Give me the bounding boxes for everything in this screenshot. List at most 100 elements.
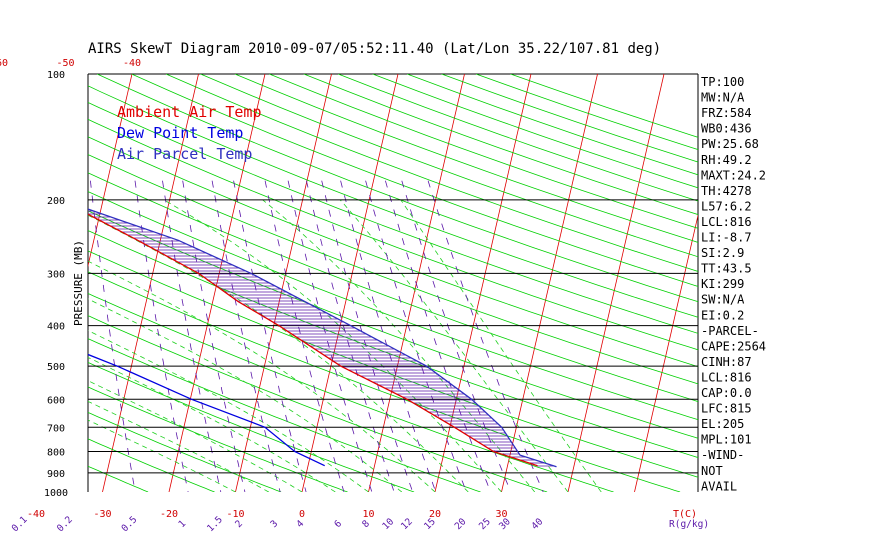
mixing-ratio-ticks: 0.1 0.2 0.5 1 1.5 2 3 4 6 8 10 12 15 20 25 30 40 (10, 514, 546, 534)
mixing-ratio-line (162, 180, 222, 492)
mixing-ratio-tick-label: 12 (399, 516, 415, 532)
mixing-ratio-lines (0, 180, 544, 492)
mixing-ratio-line (287, 180, 373, 492)
moist-adiabat-line (88, 400, 269, 492)
bottom-temp-tick-label: 0 (299, 509, 305, 520)
y-axis-label: PRESSURE (MB) (72, 240, 85, 326)
mixing-ratio-tick-label: 40 (529, 516, 545, 532)
bottom-temp-tick-label: -30 (93, 509, 111, 520)
stat-entry: EI:0.2 (701, 308, 744, 322)
dry-adiabat-line (96, 74, 698, 303)
legend-entry: Dew Point Temp (117, 124, 243, 142)
stat-entry: KI:299 (701, 277, 744, 291)
cape-shading (88, 210, 555, 467)
stat-entry: CAP:0.0 (701, 386, 752, 400)
mixing-ratio-line (264, 180, 345, 492)
bottom-temp-tick-label: 10 (362, 509, 374, 520)
stat-entry: LCL:816 (701, 215, 752, 229)
sounding-series (88, 208, 557, 468)
stat-entry: AVAIL (701, 479, 737, 493)
top-temp-tick-label: -50 (56, 58, 74, 69)
stat-entry: SI:2.9 (701, 246, 744, 260)
mixing-ratio-line (134, 180, 189, 492)
dry-adiabat-line (88, 118, 698, 351)
bottom-temp-tick-label: 20 (429, 509, 441, 520)
mixing-ratio-tick-label: 0.2 (55, 514, 75, 534)
dry-adiabat-lines (0, 74, 698, 492)
moist-adiabat-line (88, 419, 236, 492)
mixing-ratio-line (321, 180, 414, 492)
series-ambient-air-temp (88, 213, 538, 467)
mixing-ratio-line (365, 180, 467, 492)
dry-adiabat-line (88, 136, 698, 368)
mixing-ratio-tick-label: 2 (233, 518, 245, 530)
dry-adiabat-line (88, 85, 698, 318)
pressure-tick-label: 100 (47, 70, 65, 81)
stat-entry: LFC:815 (701, 402, 752, 416)
mixing-ratio-tick-label: 25 (477, 516, 493, 532)
pressure-ticks: 100 200 300 400 500 600 700 800 900 1000 (44, 70, 68, 499)
legend: Ambient Air Temp Dew Point Temp Air Parcel… (117, 103, 262, 163)
x-axis-label: T(C) (673, 509, 697, 520)
chart-title: AIRS SkewT Diagram 2010-09-07/05:52:11.4… (88, 41, 661, 57)
stat-entry: SW:N/A (701, 293, 745, 307)
dry-adiabat-line (88, 101, 698, 334)
dry-adiabat-line (131, 74, 698, 287)
dry-adiabat-line (0, 74, 15, 492)
dry-adiabat-line (88, 191, 698, 421)
stat-entry: RH:49.2 (701, 153, 752, 167)
moist-adiabat-line (88, 214, 469, 492)
pressure-tick-label: 200 (47, 196, 65, 207)
dry-adiabat-line (510, 74, 698, 138)
pressure-tick-label: 400 (47, 322, 65, 333)
top-temp-tick-label: -40 (123, 58, 141, 69)
dry-adiabat-line (88, 172, 698, 403)
moist-adiabat-line (400, 199, 602, 492)
isotherm-line (102, 74, 199, 492)
isotherm-line (501, 74, 598, 492)
isotherm-line (434, 74, 532, 492)
isotherm-line (634, 213, 698, 492)
stat-entry: NOT (701, 464, 723, 478)
dry-adiabat-line (165, 74, 698, 272)
dry-adiabat-line (234, 74, 698, 243)
isotherm-line (88, 74, 133, 268)
stat-entry: CAPE:2564 (701, 339, 766, 353)
stat-entry: -PARCEL- (701, 324, 759, 338)
stat-entry: MW:N/A (701, 91, 745, 105)
dry-adiabat-line (0, 74, 82, 492)
dry-adiabat-line (88, 438, 215, 492)
top-temperature-ticks: -120-110-100-90-80-70-60-50-40 (0, 58, 141, 69)
dry-adiabat-line (200, 74, 698, 258)
bottom-temp-tick-label: -40 (27, 509, 45, 520)
stat-entry: FRZ:584 (701, 106, 752, 120)
stat-entry: MAXT:24.2 (701, 168, 766, 182)
mixing-ratio-line (0, 181, 26, 492)
mixing-ratio-line (182, 180, 246, 492)
series-air-parcel-temp (88, 208, 557, 468)
legend-entry: Air Parcel Temp (117, 145, 252, 163)
mixing-ratio-line (211, 180, 281, 492)
bottom-temp-tick-label: -10 (226, 509, 244, 520)
mixing-ratio-line (427, 180, 544, 492)
mixing-ratio-line (401, 180, 512, 492)
pressure-tick-label: 500 (47, 362, 65, 373)
mixing-ratio-tick-label: 3 (269, 518, 281, 530)
dry-adiabat-line (88, 154, 698, 385)
stat-entry: WB0:436 (701, 122, 752, 136)
dry-adiabat-line (269, 74, 698, 229)
stat-entry: LCL:816 (701, 370, 752, 384)
moist-adiabat-line (88, 356, 336, 492)
dry-adiabat-line (88, 210, 698, 439)
dry-adiabat-line (88, 250, 698, 478)
pressure-tick-label: 600 (47, 395, 65, 406)
dry-adiabat-line (88, 361, 415, 492)
dry-adiabat-line (88, 271, 681, 492)
stat-entry: -WIND- (701, 448, 744, 462)
mixing-ratio-axis-label: R(g/kg) (669, 519, 709, 530)
stat-entry: TH:4278 (701, 184, 752, 198)
pressure-tick-label: 800 (47, 448, 65, 459)
mixing-ratio-tick-label: 20 (453, 516, 469, 532)
mixing-ratio-line (385, 180, 492, 492)
